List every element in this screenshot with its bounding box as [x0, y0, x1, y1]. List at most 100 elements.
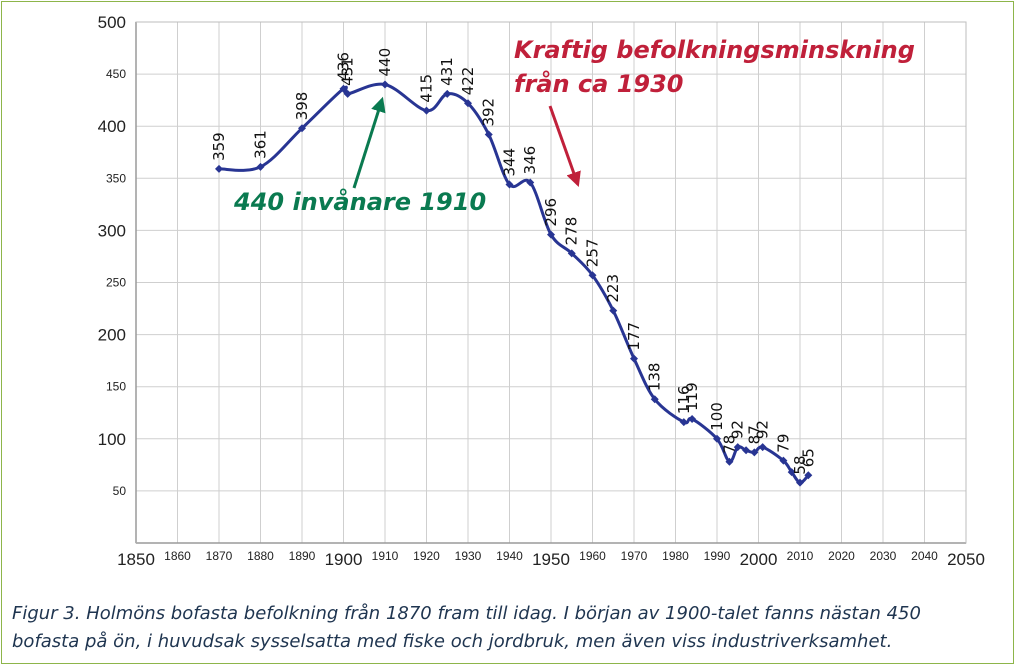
x-tick-label-1860: 1860 [164, 549, 191, 563]
x-tick-label-1890: 1890 [289, 549, 316, 563]
data-label-1993: 78 [720, 435, 738, 454]
data-label-1870: 359 [210, 132, 228, 161]
data-label-2006: 79 [774, 434, 792, 453]
data-point-1960 [588, 271, 597, 280]
data-point-1920 [422, 106, 431, 115]
data-point-2012 [804, 471, 813, 480]
y-tick-label-100: 100 [98, 430, 126, 449]
figure-caption: Figur 3. Holmöns bofasta befolkning från… [12, 600, 1012, 656]
data-point-1999 [750, 448, 759, 457]
caption-line-1: Figur 3. Holmöns bofasta befolkning från… [12, 603, 921, 624]
data-label-1900: 436 [335, 52, 353, 81]
x-tick-label-1950: 1950 [532, 550, 570, 569]
data-label-1925: 431 [438, 57, 456, 86]
data-label-1901: 431 [339, 57, 357, 86]
data-point-1970 [630, 354, 638, 363]
data-point-2010 [796, 478, 804, 487]
x-tick-label-1990: 1990 [704, 549, 731, 563]
data-label-1890: 398 [293, 92, 311, 121]
data-point-1975 [650, 395, 659, 404]
x-tick-label-2020: 2020 [828, 549, 855, 563]
y-tick-label-250: 250 [106, 276, 126, 290]
data-point-1995 [733, 443, 742, 452]
data-label-1982: 116 [675, 385, 693, 414]
data-point-1935 [484, 130, 493, 139]
data-label-1935: 392 [480, 98, 498, 127]
data-label-1995: 92 [729, 420, 747, 439]
data-point-1950 [547, 230, 555, 239]
data-label-1940: 344 [501, 148, 519, 177]
x-tick-label-1980: 1980 [662, 549, 689, 563]
annotation-decline-arrow [548, 105, 581, 188]
plot-border [135, 21, 967, 544]
data-label-2010: 58 [791, 455, 809, 474]
x-tick-label-1960: 1960 [579, 549, 606, 563]
data-point-1984 [688, 415, 697, 424]
data-point-2006 [779, 456, 788, 465]
y-tick-label-300: 300 [98, 221, 126, 240]
annotation-decline-line2: från ca 1930 [514, 69, 684, 98]
data-label-1975: 138 [646, 363, 664, 392]
x-tick-label-1910: 1910 [372, 549, 399, 563]
x-tick-label-1940: 1940 [496, 549, 523, 563]
annotations: Kraftig befolkningsminskning från ca 193… [233, 36, 915, 216]
series-layer [215, 80, 813, 487]
data-label-1970: 177 [625, 322, 643, 351]
y-tick-label-350: 350 [106, 171, 126, 185]
x-tick-label-1900: 1900 [325, 550, 363, 569]
data-point-1925 [443, 89, 452, 98]
x-tick-label-2050: 2050 [947, 550, 985, 569]
data-point-2001 [758, 443, 767, 452]
chart-grid [135, 21, 967, 543]
y-tick-label-50: 50 [113, 484, 127, 498]
data-point-1993 [725, 457, 734, 466]
x-tick-label-1850: 1850 [117, 550, 155, 569]
data-point-1900 [339, 84, 348, 93]
data-label-1984: 119 [683, 382, 701, 411]
data-label-1920: 415 [418, 74, 436, 103]
data-point-1955 [567, 249, 576, 258]
x-tick-label-1880: 1880 [247, 549, 274, 563]
y-tick-label-150: 150 [106, 380, 126, 394]
y-tick-label-450: 450 [106, 67, 126, 81]
x-tick-label-1870: 1870 [206, 549, 233, 563]
y-tick-label-400: 400 [98, 117, 126, 136]
chart-axes [135, 21, 967, 544]
data-label-1930: 422 [459, 67, 477, 96]
data-label-1990: 100 [708, 402, 726, 431]
x-tick-label-2000: 2000 [740, 550, 778, 569]
data-point-1870 [215, 164, 223, 173]
data-label-1950: 296 [542, 198, 560, 227]
annotation-peak: 440 invånare 1910 [233, 187, 486, 216]
data-point-1880 [256, 162, 265, 171]
x-tick-label-2040: 2040 [911, 549, 938, 563]
tick-labels: 50 100 150 200 250 300 350 400 450 500 1850 1860 187… [98, 13, 985, 569]
data-label-1999: 87 [745, 425, 763, 444]
data-label-1965: 223 [604, 274, 622, 303]
x-tick-label-2010: 2010 [787, 549, 814, 563]
data-point-1945 [526, 178, 535, 187]
caption-line-2: bofasta på ön, i huvudsak sysselsatta me… [12, 631, 893, 652]
data-label-2012: 65 [799, 448, 817, 467]
data-point-1940 [505, 180, 514, 189]
data-label-1910: 440 [376, 48, 394, 77]
data-point-1901 [343, 89, 352, 98]
data-label-2001: 92 [754, 420, 772, 439]
data-point-1930 [464, 99, 472, 108]
x-tick-label-1920: 1920 [413, 549, 440, 563]
y-tick-label-200: 200 [98, 326, 126, 345]
y-tick-label-500: 500 [98, 13, 126, 32]
data-label-1945: 346 [521, 146, 539, 175]
data-point-1997 [742, 446, 751, 455]
x-tick-label-1970: 1970 [621, 549, 648, 563]
x-tick-label-2030: 2030 [870, 549, 897, 563]
data-point-1910 [381, 80, 389, 89]
data-point-1965 [609, 306, 618, 315]
population-chart: 50 100 150 200 250 300 350 400 450 500 1850 1860 187… [98, 13, 985, 569]
data-point-1890 [298, 124, 306, 133]
data-label-1955: 278 [563, 217, 581, 246]
data-point-1990 [713, 434, 721, 443]
data-point-2008 [787, 468, 796, 477]
